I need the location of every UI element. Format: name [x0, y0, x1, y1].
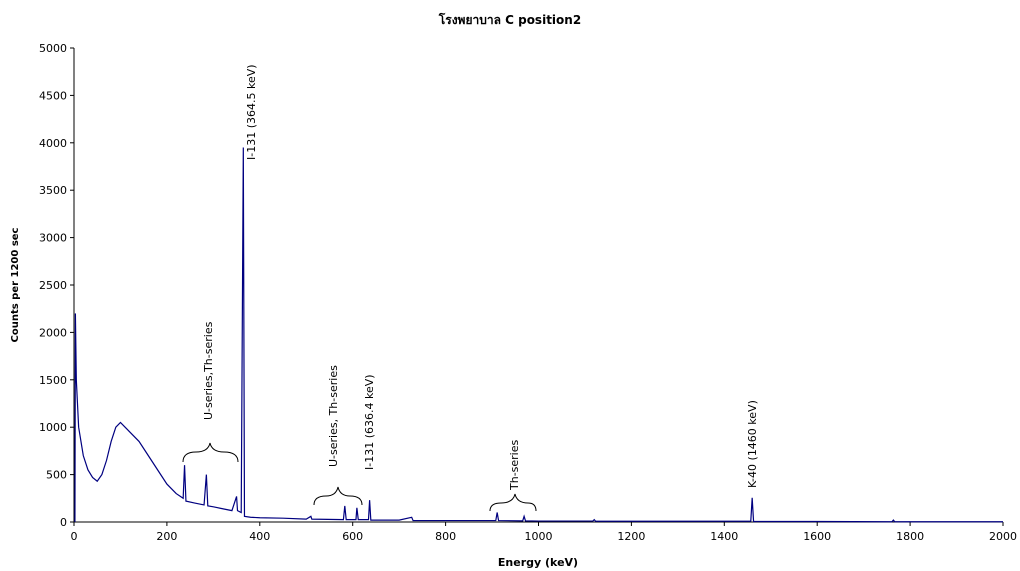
- y-tick-label: 500: [46, 469, 67, 482]
- annotation: Th-series: [508, 439, 521, 491]
- annotation: I-131 (364.5 keV): [245, 64, 258, 160]
- x-axis-label: Energy (keV): [498, 556, 578, 569]
- y-axis-label: Counts per 1200 sec: [10, 227, 21, 342]
- annotation: I-131 (636.4 keV): [363, 374, 376, 470]
- y-tick-label: 4000: [39, 137, 67, 150]
- x-tick-label: 1200: [617, 530, 645, 543]
- annotation: K-40 (1460 keV): [746, 400, 759, 488]
- x-tick-label: 2000: [989, 530, 1017, 543]
- x-tick-label: 1800: [896, 530, 924, 543]
- y-tick-label: 3000: [39, 232, 67, 245]
- x-tick-label: 200: [156, 530, 177, 543]
- brace: [314, 487, 362, 505]
- x-tick-label: 800: [435, 530, 456, 543]
- chart: โรงพยาบาล C position2 Energy (keV) Count…: [0, 0, 1020, 571]
- annotation: U-series,Th-series: [202, 321, 215, 420]
- y-tick-label: 0: [60, 516, 67, 529]
- y-tick-label: 4500: [39, 89, 67, 102]
- annotation: U-series, Th-series: [327, 365, 340, 467]
- x-tick-label: 1600: [803, 530, 831, 543]
- y-tick-label: 1500: [39, 374, 67, 387]
- x-tick-label: 600: [342, 530, 363, 543]
- y-tick-label: 5000: [39, 42, 67, 55]
- x-tick-label: 1400: [710, 530, 738, 543]
- brace: [490, 494, 536, 511]
- brace: [183, 443, 238, 462]
- x-tick-label: 400: [249, 530, 270, 543]
- y-tick-label: 2500: [39, 279, 67, 292]
- x-tick-label: 1000: [525, 530, 553, 543]
- y-tick-label: 1000: [39, 421, 67, 434]
- y-tick-label: 2000: [39, 326, 67, 339]
- chart-title: โรงพยาบาล C position2: [438, 12, 581, 27]
- x-tick-label: 0: [71, 530, 78, 543]
- braces: [183, 443, 536, 511]
- y-tick-label: 3500: [39, 184, 67, 197]
